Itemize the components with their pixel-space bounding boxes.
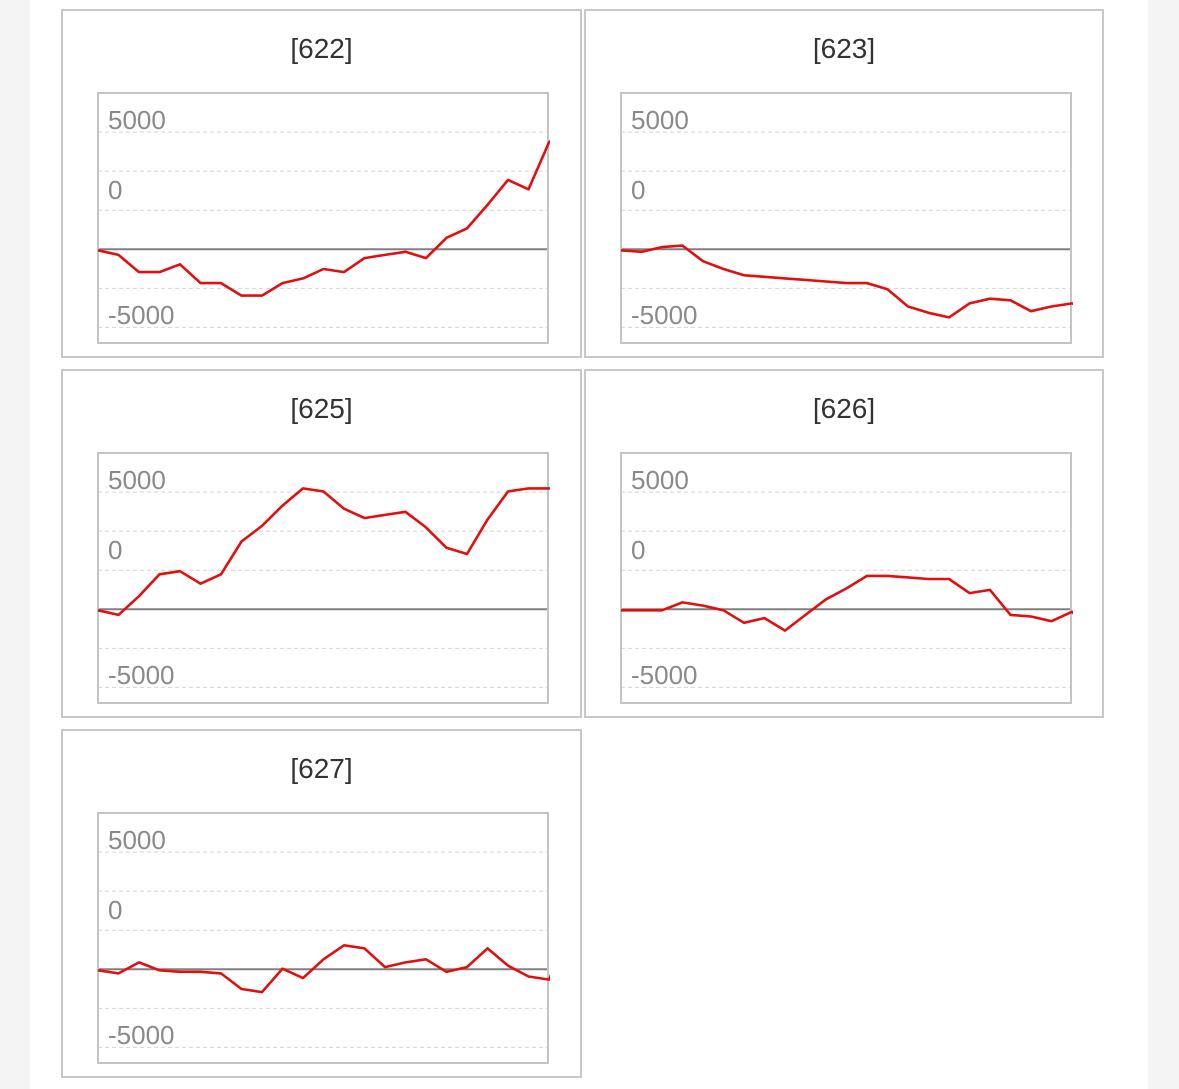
plot-frame [97, 92, 549, 344]
y-tick-label: 5000 [108, 465, 166, 495]
y-tick-label: 5000 [631, 465, 689, 495]
series-line [97, 139, 550, 297]
plot-area: 5000 0 -5000 [620, 92, 1073, 344]
y-tick-label: 0 [108, 535, 122, 565]
plot-frame [620, 92, 1072, 344]
y-tick-label: -5000 [108, 300, 175, 330]
chart-title: [622] [290, 33, 353, 64]
series-line [621, 574, 1073, 632]
chart-panel-623: [623] 5000 0 -5000 [584, 9, 1104, 358]
page: [622] 5000 0 -5000 [623] 5000 0 -5000 [625] … [30, 0, 1148, 1089]
plot-frame [620, 452, 1072, 704]
y-tick-label: 5000 [631, 105, 689, 135]
y-tick-label: 0 [631, 535, 645, 565]
series-line [97, 487, 550, 617]
chart-panel-626: [626] 5000 0 -5000 [584, 369, 1104, 718]
y-tick-label: 0 [108, 895, 122, 925]
plot-area: 5000 0 -5000 [97, 92, 550, 344]
y-tick-label: 5000 [108, 105, 166, 135]
chart-title: [627] [290, 753, 353, 784]
y-tick-label: -5000 [631, 660, 698, 690]
y-tick-label: 0 [631, 175, 645, 205]
plot-area: 5000 0 -5000 [97, 452, 550, 704]
y-tick-label: -5000 [108, 1020, 175, 1050]
plot-area: 5000 0 -5000 [620, 452, 1073, 704]
y-tick-label: -5000 [108, 660, 175, 690]
y-tick-label: -5000 [631, 300, 698, 330]
chart-panel-622: [622] 5000 0 -5000 [61, 9, 582, 358]
chart-title: [625] [290, 393, 353, 424]
chart-title: [626] [812, 393, 876, 424]
plot-frame [97, 452, 549, 704]
chart-panel-627: [627] 5000 0 -5000 [61, 729, 582, 1078]
chart-title: [623] [812, 33, 876, 64]
y-tick-label: 0 [108, 175, 122, 205]
chart-panel-625: [625] 5000 0 -5000 [61, 369, 582, 718]
series-line [97, 944, 550, 994]
y-tick-label: 5000 [108, 825, 166, 855]
plot-area: 5000 0 -5000 [97, 812, 550, 1064]
plot-frame [97, 812, 549, 1064]
